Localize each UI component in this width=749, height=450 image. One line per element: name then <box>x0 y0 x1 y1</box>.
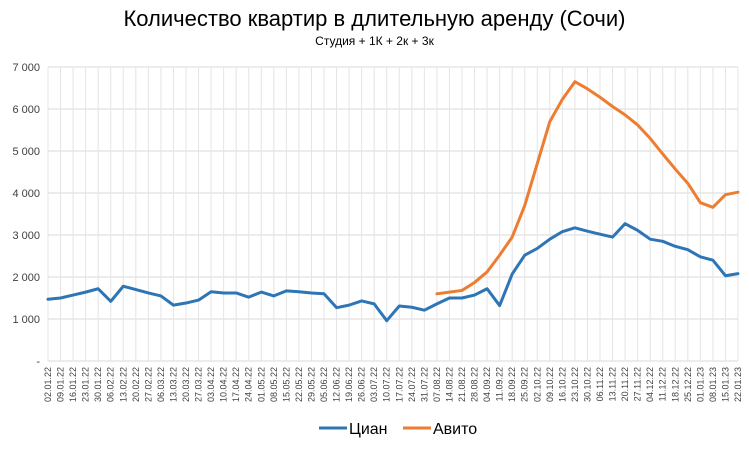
series-line <box>435 80 740 296</box>
x-tick-label: 18.09.22 <box>507 367 517 402</box>
x-tick-label: 09.10.22 <box>545 367 555 402</box>
legend: Циан Авито <box>319 421 477 438</box>
x-tick-label: 15.01.23 <box>720 367 730 402</box>
series-lines <box>46 80 740 323</box>
x-tick-label: 20.02.22 <box>131 367 141 402</box>
x-tick-label: 27.02.22 <box>143 367 153 402</box>
x-tick-label: 06.03.22 <box>156 367 166 402</box>
x-tick-label: 11.09.22 <box>495 367 505 401</box>
y-tick-label: 1 000 <box>12 314 40 326</box>
x-tick-label: 16.10.22 <box>557 367 567 402</box>
x-tick-label: 08.05.22 <box>269 367 279 402</box>
legend-label: Циан <box>349 421 388 438</box>
y-tick-label: 3 000 <box>12 230 40 242</box>
x-tick-label: 19.06.22 <box>344 367 354 402</box>
series-line <box>46 222 740 323</box>
y-tick-label: 6 000 <box>12 104 40 116</box>
x-tick-label: 06.02.22 <box>106 367 116 402</box>
x-tick-label: 16.01.22 <box>68 367 78 402</box>
x-tick-label: 13.03.22 <box>168 367 178 402</box>
x-tick-label: 22.01.23 <box>733 367 743 402</box>
x-tick-label: 30.01.22 <box>93 367 103 402</box>
x-tick-label: 31.07.22 <box>419 367 429 402</box>
x-tick-label: 10.07.22 <box>382 367 392 402</box>
x-tick-label: 21.08.22 <box>457 367 467 402</box>
y-tick-label: 7 000 <box>12 62 40 74</box>
y-tick-label: 5 000 <box>12 146 40 158</box>
x-tick-label: 14.08.22 <box>444 367 454 402</box>
x-tick-label: 04.09.22 <box>482 367 492 402</box>
x-tick-label: 27.03.22 <box>194 367 204 402</box>
x-tick-label: 07.08.22 <box>432 367 442 402</box>
x-tick-label: 23.01.22 <box>81 367 91 402</box>
x-tick-label: 30.10.22 <box>582 367 592 402</box>
x-tick-label: 17.07.22 <box>394 367 404 402</box>
x-tick-label: 13.02.22 <box>118 367 128 402</box>
x-tick-label: 24.07.22 <box>407 367 417 402</box>
x-tick-label: 09.01.22 <box>56 367 66 402</box>
x-tick-label: 01.05.22 <box>256 367 266 402</box>
y-tick-label: - <box>36 356 40 368</box>
x-tick-label: 05.06.22 <box>319 367 329 402</box>
x-tick-label: 17.04.22 <box>231 367 241 402</box>
chart-subtitle: Студия + 1К + 2к + 3к <box>315 34 434 48</box>
x-tick-label: 08.01.23 <box>708 367 718 402</box>
y-tick-label: 2 000 <box>12 272 40 284</box>
x-tick-label: 01.01.23 <box>695 367 705 402</box>
x-tick-label: 12.06.22 <box>332 367 342 402</box>
x-tick-label: 15.05.22 <box>281 367 291 402</box>
x-tick-label: 02.10.22 <box>532 367 542 402</box>
grid-lines <box>47 66 739 362</box>
x-tick-label: 24.04.22 <box>244 367 254 402</box>
x-tick-label: 27.11.22 <box>633 367 643 401</box>
x-tick-label: 13.11.22 <box>608 367 618 401</box>
x-axis-ticks: 02.01.22 09.01.22 16.01.22 23.01.22 30.01.22… <box>43 367 743 402</box>
x-tick-label: 06.11.22 <box>595 367 605 401</box>
legend-label: Авито <box>433 421 477 438</box>
x-tick-label: 26.06.22 <box>357 367 367 402</box>
x-tick-label: 25.12.22 <box>683 367 693 402</box>
x-tick-label: 18.12.22 <box>670 367 680 402</box>
x-tick-label: 02.01.22 <box>43 367 53 402</box>
x-tick-label: 11.12.22 <box>658 367 668 401</box>
x-tick-label: 20.03.22 <box>181 367 191 402</box>
x-tick-label: 10.04.22 <box>219 367 229 402</box>
x-tick-label: 23.10.22 <box>570 367 580 402</box>
x-tick-label: 28.08.22 <box>470 367 480 402</box>
chart-title: Количество квартир в длительную аренду (… <box>123 6 626 31</box>
x-tick-label: 22.05.22 <box>294 367 304 402</box>
y-tick-label: 4 000 <box>12 188 40 200</box>
x-tick-label: 03.04.22 <box>206 367 216 402</box>
y-axis-ticks: - 1 000 2 000 3 000 4 000 5 000 6 000 7 000 <box>12 62 40 368</box>
x-tick-label: 20.11.22 <box>620 367 630 401</box>
x-tick-label: 04.12.22 <box>645 367 655 402</box>
x-tick-label: 03.07.22 <box>369 367 379 402</box>
x-tick-label: 25.09.22 <box>520 367 530 402</box>
x-tick-label: 29.05.22 <box>306 367 316 402</box>
